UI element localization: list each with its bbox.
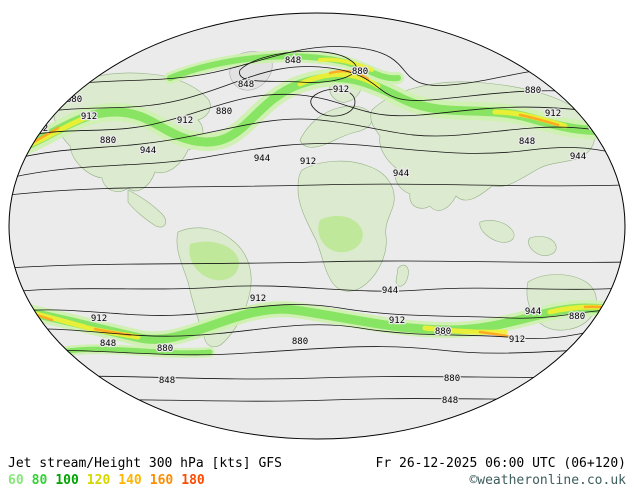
jet-core-120-s-indian	[422, 325, 508, 335]
contour-label-944: 944	[570, 152, 586, 162]
contour-label-912: 912	[91, 314, 107, 324]
contour-label-880: 880	[444, 374, 460, 384]
map-datetime: Fr 26-12-2025 06:00 UTC (06+120)	[375, 456, 626, 471]
contour-label-944: 944	[140, 146, 156, 156]
contour-s5	[9, 346, 625, 356]
contour-label-880: 880	[525, 86, 541, 96]
legend-value-160: 160	[149, 473, 174, 488]
contour-label-880: 880	[100, 136, 116, 146]
contour-n1	[19, 46, 615, 96]
contour-label-944: 944	[393, 169, 409, 179]
contour-label-848: 848	[159, 376, 175, 386]
contour-n2	[11, 66, 621, 121]
jet-core-120-arctic	[318, 57, 374, 72]
footer-row-title: Jet stream/Height 300 hPa [kts] GFS Fr 2…	[8, 455, 626, 472]
contour-s1	[9, 260, 625, 269]
contour-s4-880	[9, 324, 625, 340]
legend-value-60: 60	[8, 473, 24, 488]
jet-band-south2-80kt	[57, 346, 213, 356]
footer-row-legend: 60 80 100 120 140 160 180 ©weatheronline.co.uk	[8, 472, 626, 489]
madagascar	[395, 264, 409, 287]
central-america	[127, 189, 167, 228]
contour-n6	[9, 183, 625, 196]
contour-n3	[9, 93, 623, 141]
contour-label-880: 880	[216, 107, 232, 117]
contour-label-912: 912	[177, 116, 193, 126]
europe	[299, 105, 373, 148]
contour-label-944: 944	[254, 154, 270, 164]
contour-label-912: 912	[333, 85, 349, 95]
contour-label-912: 912	[300, 157, 316, 167]
contour-label-880: 880	[569, 312, 585, 322]
contour-label-880: 880	[292, 337, 308, 347]
contour-label-912: 912	[509, 335, 525, 345]
contour-label-912: 912	[389, 316, 405, 326]
jet-speed-legend: 60 80 100 120 140 160 180	[8, 472, 213, 489]
map-title: Jet stream/Height 300 hPa [kts] GFS	[8, 456, 282, 471]
contour-label-848: 848	[519, 137, 535, 147]
contour-label-848: 848	[442, 396, 458, 406]
southeast-asia-islands	[479, 220, 515, 243]
legend-value-100: 100	[55, 473, 79, 488]
jet-core-140-s-indian	[478, 330, 517, 339]
legend-value-180: 180	[181, 473, 205, 488]
contour-s2	[9, 285, 625, 293]
map-outline	[8, 12, 626, 440]
new-guinea	[528, 236, 557, 256]
jet-core-140-east-asia	[518, 113, 560, 127]
contour-label-848: 848	[238, 80, 254, 90]
contour-label-872: 872	[589, 122, 605, 132]
contour-label-912: 912	[81, 112, 97, 122]
contour-label-880: 880	[157, 344, 173, 354]
contour-label-848: 848	[100, 339, 116, 349]
contour-label-944: 944	[382, 286, 398, 296]
copyright-label: ©weatheronline.co.uk	[469, 473, 626, 488]
footer: Jet stream/Height 300 hPa [kts] GFS Fr 2…	[0, 452, 634, 489]
contour-label-880: 880	[435, 327, 451, 337]
legend-value-140: 140	[118, 473, 142, 488]
contour-label-912: 912	[250, 294, 266, 304]
contour-s3-912	[9, 304, 625, 319]
map-area: 848 880 912 880 912 912 880 944 912 880 848 944 912 9…	[8, 12, 626, 440]
jet-core-140-europe	[328, 70, 370, 81]
contour-label-880: 880	[352, 67, 368, 77]
legend-value-80: 80	[31, 473, 48, 488]
contour-n5-944	[9, 143, 625, 179]
contour-label-944: 944	[525, 307, 541, 317]
contour-label-848: 848	[285, 56, 301, 66]
contour-912-europe-loop	[310, 88, 356, 117]
contour-label-912: 912	[545, 109, 561, 119]
congo-vegetation	[318, 215, 363, 253]
contour-n4	[9, 118, 625, 161]
amazon-vegetation	[189, 241, 239, 281]
legend-value-120: 120	[86, 473, 111, 488]
